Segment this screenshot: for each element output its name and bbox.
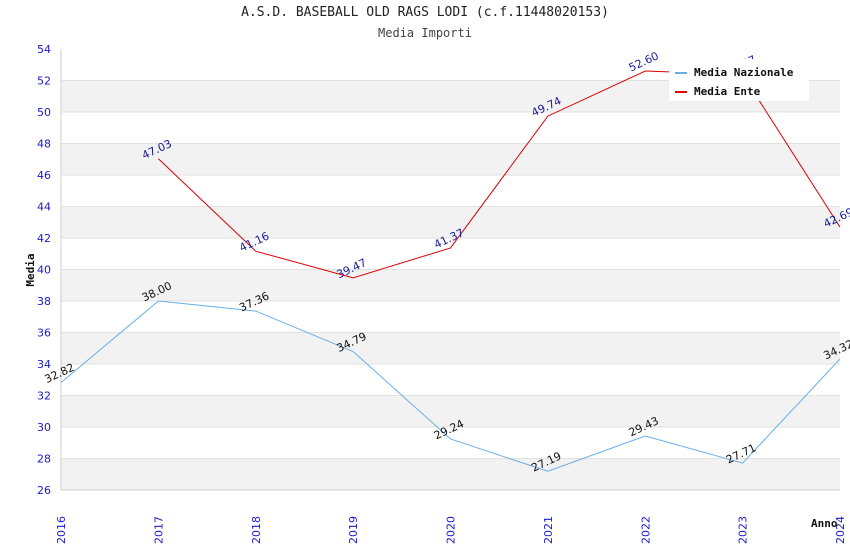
y-tick-label: 34 bbox=[37, 358, 51, 371]
axes bbox=[60, 49, 840, 491]
grid-band bbox=[61, 427, 840, 459]
series-line-media-nazionale bbox=[60, 300, 841, 472]
y-tick-label: 26 bbox=[37, 484, 51, 497]
grid-band bbox=[61, 332, 840, 364]
x-tick-label: 2024 bbox=[834, 516, 847, 544]
y-tick-label: 32 bbox=[37, 390, 51, 403]
y-tick-label: 44 bbox=[37, 201, 51, 214]
grid-bands bbox=[61, 49, 840, 491]
legend-box bbox=[669, 59, 809, 101]
y-tick-label: 38 bbox=[37, 295, 51, 308]
grid-band bbox=[61, 364, 840, 396]
x-tick-label: 2016 bbox=[55, 516, 68, 544]
grid-band bbox=[61, 301, 840, 333]
grid-band bbox=[61, 395, 840, 427]
grid-band bbox=[61, 238, 840, 270]
x-tick-label: 2019 bbox=[347, 516, 360, 544]
y-tick-label: 46 bbox=[37, 169, 51, 182]
chart-subtitle: Media Importi bbox=[378, 26, 472, 40]
x-tick-label: 2022 bbox=[639, 516, 652, 544]
grid-band bbox=[61, 143, 840, 175]
grid-band bbox=[61, 206, 840, 238]
grid-band bbox=[61, 175, 840, 207]
y-tick-label: 30 bbox=[37, 421, 51, 434]
y-tick-label: 52 bbox=[37, 75, 51, 88]
x-tick-label: 2018 bbox=[250, 516, 263, 544]
x-tick-label: 2023 bbox=[737, 516, 750, 544]
x-tick-label: 2021 bbox=[542, 516, 555, 544]
grid-band bbox=[61, 458, 840, 490]
legend-entry: Media Nazionale bbox=[694, 66, 794, 79]
legend: Media Nazionale Media Ente bbox=[669, 59, 809, 101]
y-tick-label: 36 bbox=[37, 327, 51, 340]
grid-band bbox=[61, 112, 840, 144]
y-tick-label: 54 bbox=[37, 43, 51, 56]
x-tick-label: 2020 bbox=[445, 516, 458, 544]
x-axis-label: Anno bbox=[811, 517, 838, 530]
grid-band bbox=[61, 269, 840, 301]
legend-entry: Media Ente bbox=[694, 85, 761, 98]
y-tick-label: 48 bbox=[37, 138, 51, 151]
y-axis-label: Media bbox=[24, 253, 37, 286]
chart-title: A.S.D. BASEBALL OLD RAGS LODI (c.f.11448… bbox=[241, 5, 609, 20]
y-tick-label: 40 bbox=[37, 264, 51, 277]
y-axis-ticks: 26 28 30 32 34 36 38 40 42 44 46 48 50 52 54 bbox=[37, 43, 51, 497]
y-tick-label: 42 bbox=[37, 232, 51, 245]
x-axis-ticks: 2016 2017 2018 2019 2020 2021 2022 2023 2024 bbox=[55, 516, 847, 544]
y-tick-label: 28 bbox=[37, 453, 51, 466]
x-tick-label: 2017 bbox=[152, 516, 165, 544]
y-tick-label: 50 bbox=[37, 106, 51, 119]
